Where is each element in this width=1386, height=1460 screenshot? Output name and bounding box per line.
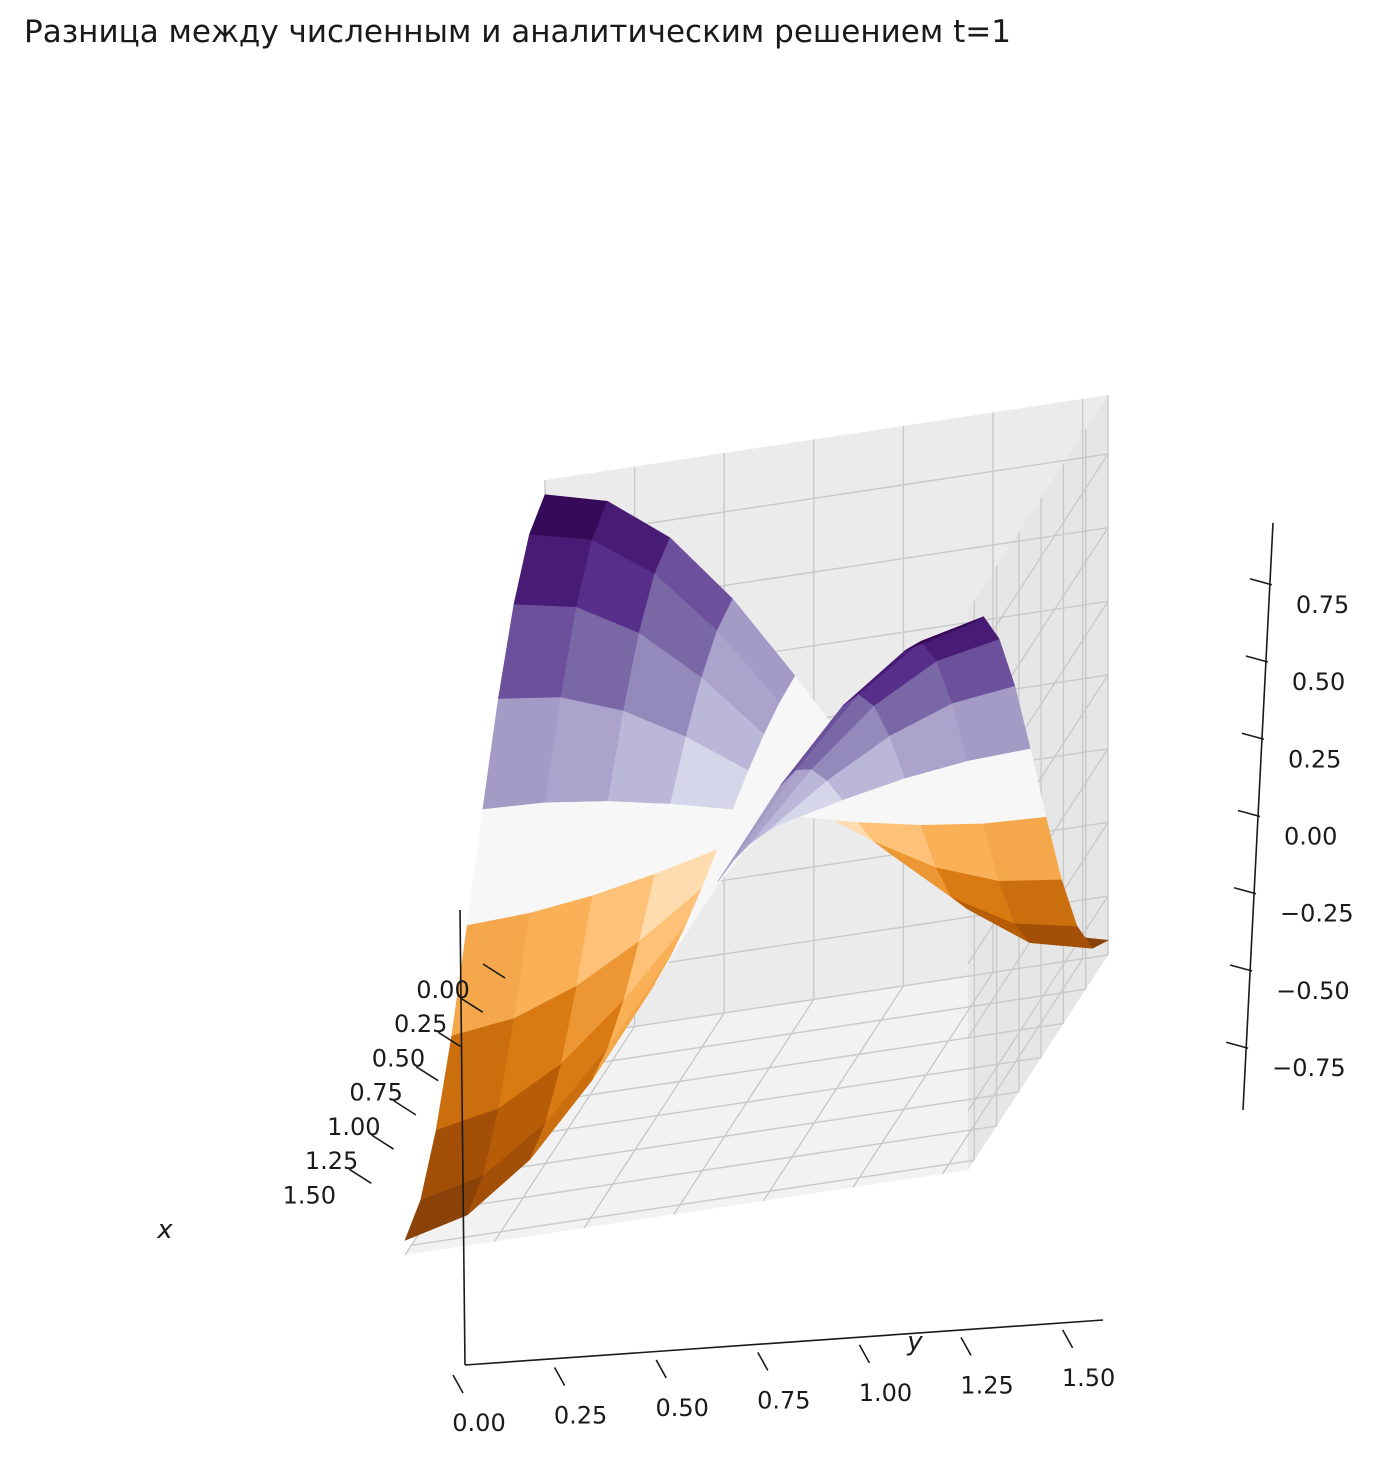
x-tick-label: 0.00: [416, 976, 469, 1004]
z-tick-mark: [1249, 578, 1273, 586]
x-tick-mark: [482, 963, 506, 979]
z-tick-label: 0.25: [1288, 745, 1341, 773]
y-tick-mark: [757, 1352, 769, 1371]
z-tick-label: −0.25: [1280, 900, 1354, 928]
y-tick-label: 0.25: [554, 1401, 607, 1429]
surface-mesh: [404, 494, 1109, 1241]
gridline-x-floor: [522, 988, 1086, 1075]
x-tick-label: 0.25: [394, 1010, 447, 1038]
z-tick-label: −0.75: [1272, 1054, 1346, 1082]
y-tick-label: 1.50: [1062, 1364, 1115, 1392]
y-axis-line: [464, 1319, 1104, 1366]
tick-labels: 0.00 0.25 0.50 0.75 1.00 1.25 1.50 0.00 0.25 0.50…: [283, 591, 1354, 1437]
z-tick-mark: [1245, 655, 1269, 663]
x-tick-label: 0.75: [349, 1079, 402, 1107]
gridline-x-floor: [411, 1159, 975, 1247]
gridline-y-floor: [942, 958, 1084, 1175]
y-axis-label: y: [906, 1327, 923, 1357]
gridline-y-floor: [583, 1012, 725, 1229]
y-tick-label: 0.75: [757, 1386, 810, 1414]
z-tick-label: 0.00: [1284, 823, 1337, 851]
y-tick-label: 1.00: [859, 1379, 912, 1407]
x-tick-mark: [348, 1168, 372, 1184]
floor-pane: [405, 955, 1108, 1255]
chart-title: Разница между численным и аналитическим …: [24, 14, 1011, 50]
x-tick-mark: [460, 997, 484, 1013]
x-tick-mark: [371, 1134, 395, 1150]
y-tick-mark: [452, 1374, 464, 1394]
gridline-x-floor: [500, 1022, 1064, 1110]
gridline-x-floor: [544, 954, 1109, 1041]
x-tick-mark: [438, 1031, 461, 1048]
y-tick-mark: [655, 1359, 667, 1379]
x-tick-label: 1.00: [327, 1113, 380, 1141]
x-tick-mark: [415, 1065, 439, 1082]
z-tick-mark: [1241, 732, 1265, 741]
z-tick-mark: [1229, 964, 1253, 972]
y-tick-mark: [553, 1367, 566, 1386]
y-tick-mark: [960, 1336, 972, 1356]
y-tick-mark: [858, 1344, 871, 1364]
y-tick-label: 0.00: [452, 1409, 505, 1437]
z-tick-label: 0.50: [1292, 668, 1345, 696]
z-tick-mark: [1237, 809, 1261, 818]
x-tick-label: 0.50: [372, 1044, 425, 1072]
z-tick-mark: [1225, 1041, 1249, 1049]
z-tick-label: 0.75: [1296, 591, 1349, 619]
x-tick-label: 1.50: [283, 1181, 336, 1209]
x-tick-label: 1.25: [305, 1147, 358, 1175]
gridline-y-floor: [852, 971, 994, 1188]
surface-facet: [905, 616, 984, 651]
gridline-y-floor: [762, 985, 905, 1202]
gridline-y-floor: [494, 1026, 636, 1242]
z-tick-mark: [1233, 886, 1257, 895]
gridline-x-floor: [478, 1056, 1042, 1144]
gridline-x-floor: [455, 1091, 1019, 1178]
z-tick-label: −0.50: [1276, 977, 1350, 1005]
gridline-z-wall-y: [967, 895, 1109, 1112]
axis-lines: [348, 522, 1274, 1394]
x-tick-mark: [393, 1100, 417, 1116]
x-axis-label: x: [156, 1215, 173, 1245]
y-tick-label: 0.50: [655, 1394, 708, 1422]
y-tick-mark: [1061, 1329, 1074, 1349]
x-axis-line: [459, 909, 466, 1366]
gridline-x-floor: [433, 1125, 997, 1212]
gridline-y-floor: [673, 999, 815, 1215]
y-tick-label: 1.25: [960, 1371, 1013, 1399]
